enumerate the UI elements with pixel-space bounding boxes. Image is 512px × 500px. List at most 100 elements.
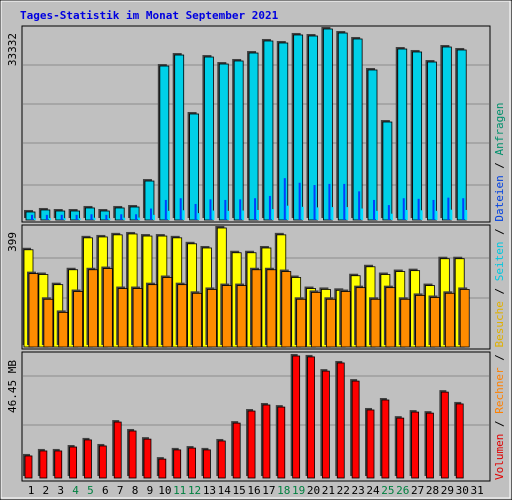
bar: [441, 46, 452, 221]
bar: [84, 439, 92, 479]
bar: [396, 417, 405, 479]
bar: [162, 277, 173, 348]
bar: [197, 213, 200, 220]
bar: [75, 214, 78, 220]
bar: [217, 440, 226, 479]
bar: [390, 213, 393, 220]
bar: [192, 292, 202, 348]
x-tick-label: 10: [158, 484, 171, 497]
bar: [164, 199, 167, 220]
bar: [352, 38, 363, 221]
bar: [417, 198, 420, 220]
bar: [296, 298, 307, 348]
bar: [69, 446, 78, 479]
bar: [123, 217, 126, 220]
x-tick-label: 15: [233, 484, 246, 497]
bar: [99, 210, 110, 221]
x-tick-label: 19: [292, 484, 305, 497]
bar: [212, 210, 215, 220]
bar: [144, 180, 155, 221]
bar: [63, 218, 66, 220]
bar: [420, 210, 423, 220]
bar: [358, 191, 361, 220]
x-tick-label: 6: [102, 484, 109, 497]
chart-title: Tages-Statistik im Monat September 2021: [20, 9, 279, 22]
bar: [257, 209, 260, 220]
bar: [108, 218, 111, 220]
bar: [301, 206, 304, 220]
bar: [224, 199, 227, 220]
bar: [25, 211, 36, 221]
bar: [158, 458, 167, 479]
bar: [382, 121, 393, 221]
bar: [328, 183, 331, 220]
bar: [179, 198, 182, 220]
bar: [221, 285, 232, 348]
x-tick-label: 20: [307, 484, 320, 497]
x-tick-label: 30: [456, 484, 469, 497]
bar: [351, 380, 360, 479]
bar: [462, 198, 465, 220]
x-tick-label: 27: [411, 484, 424, 497]
bar: [34, 218, 36, 220]
x-tick-label: 5: [87, 484, 94, 497]
panel: [21, 351, 491, 482]
x-tick-label: 31: [470, 484, 483, 497]
bar: [232, 422, 241, 479]
bar: [381, 399, 390, 479]
x-tick-label: 8: [132, 484, 139, 497]
bar: [337, 32, 348, 221]
y-tick-label: 399: [6, 232, 19, 252]
bar: [93, 217, 96, 220]
x-tick-label: 18: [277, 484, 290, 497]
legend-separator: /: [493, 348, 506, 368]
x-tick-label: 16: [247, 484, 260, 497]
bar: [412, 51, 423, 221]
bar: [174, 54, 185, 221]
x-tick-label: 25: [381, 484, 394, 497]
bar: [376, 210, 379, 220]
bar: [143, 438, 152, 479]
bar: [311, 292, 321, 348]
bar: [373, 199, 376, 220]
legend-separator: /: [493, 222, 506, 242]
bar: [129, 206, 140, 221]
bar: [117, 288, 128, 348]
bar: [465, 209, 468, 220]
bar: [336, 362, 345, 479]
bar: [102, 268, 113, 348]
bar: [251, 269, 262, 348]
x-tick-label: 3: [57, 484, 64, 497]
bar: [307, 356, 315, 479]
bar: [455, 403, 464, 479]
bar: [152, 214, 155, 220]
bar: [58, 312, 69, 348]
bar: [227, 210, 230, 220]
bar: [204, 56, 214, 221]
bar: [402, 198, 405, 220]
bar: [331, 207, 334, 220]
x-tick-label: 9: [147, 484, 154, 497]
bar: [397, 48, 408, 221]
bar: [355, 287, 366, 348]
bar: [387, 205, 390, 220]
bar: [31, 214, 33, 220]
bar: [286, 205, 289, 220]
bar: [242, 210, 245, 220]
bar: [120, 214, 123, 220]
bar: [159, 65, 170, 221]
bar: [177, 284, 188, 348]
bar: [322, 28, 333, 221]
bar: [254, 198, 257, 220]
bar: [292, 355, 301, 479]
bar: [367, 69, 378, 221]
bar: [263, 40, 274, 221]
bar: [209, 199, 212, 220]
bar: [132, 288, 143, 348]
bar: [188, 447, 196, 479]
bar: [113, 421, 122, 479]
bar: [444, 292, 455, 348]
bar: [173, 449, 182, 479]
bar: [55, 210, 66, 221]
bar: [147, 284, 158, 348]
